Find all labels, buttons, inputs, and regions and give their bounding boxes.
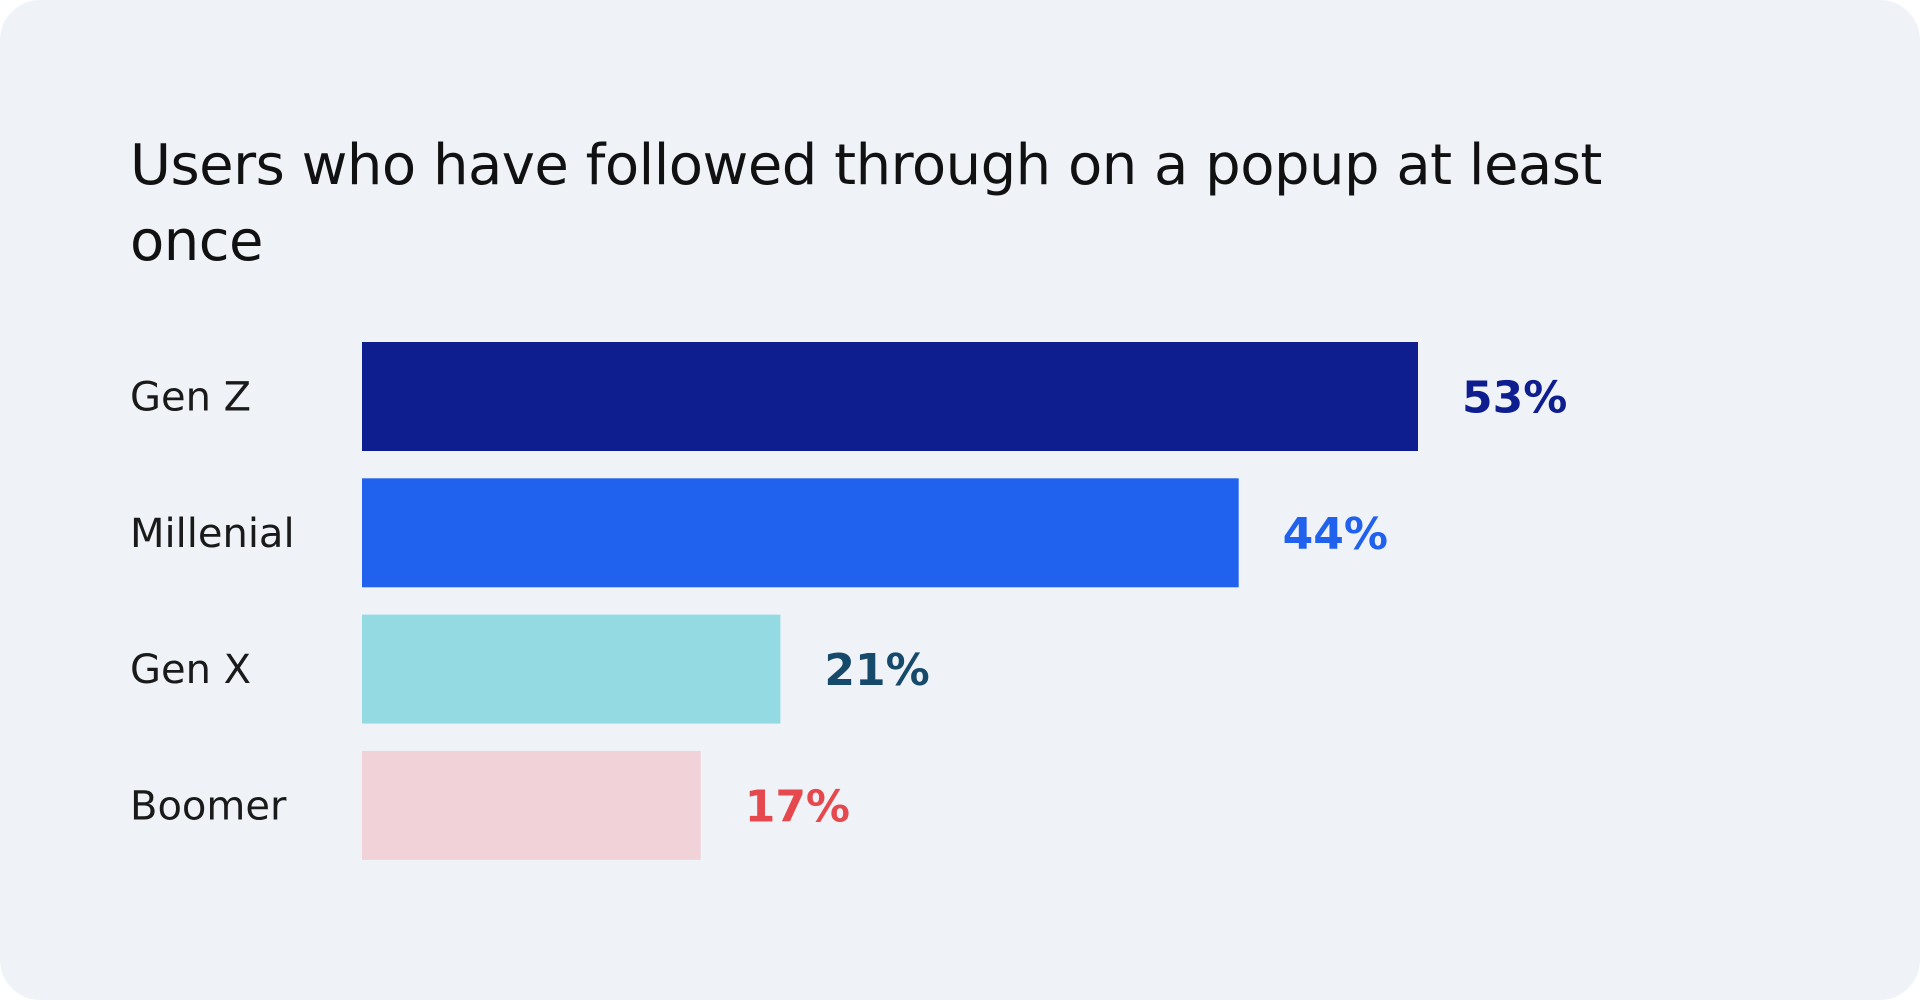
category-label: Gen Z bbox=[130, 375, 251, 421]
value-label: 21% bbox=[824, 645, 929, 696]
bar-gen-x bbox=[362, 614, 781, 724]
value-label: 53% bbox=[1462, 373, 1567, 424]
bar-millenial bbox=[362, 478, 1239, 588]
category-label: Millenial bbox=[130, 511, 295, 557]
bar-gen-z bbox=[362, 342, 1418, 451]
category-label: Gen X bbox=[130, 647, 251, 693]
value-label: 17% bbox=[745, 781, 850, 832]
bar-boomer bbox=[362, 750, 701, 860]
category-label: Boomer bbox=[130, 783, 287, 829]
value-label: 44% bbox=[1283, 509, 1388, 560]
chart-title: Users who have followed through on a pop… bbox=[130, 133, 1602, 274]
